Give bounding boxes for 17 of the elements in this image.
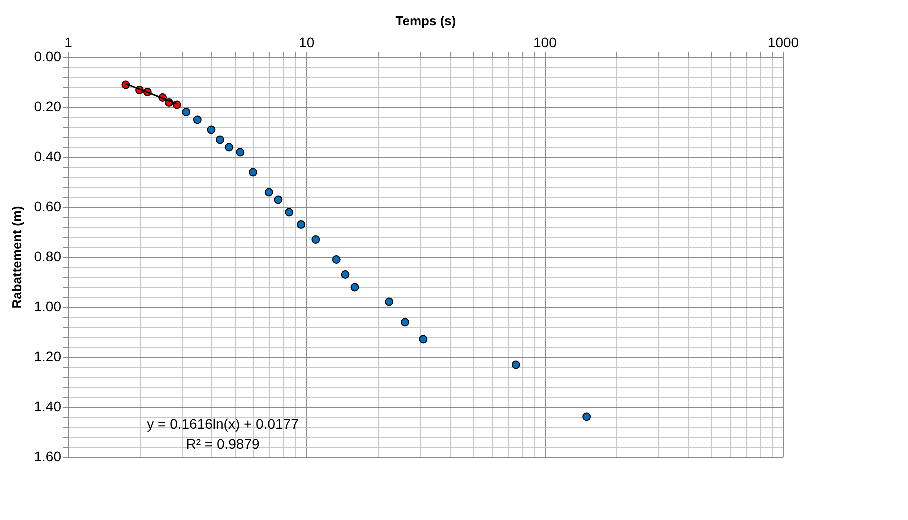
y-tick-label: 1.40 [34,398,62,414]
y-tick-label: 0.60 [34,198,62,214]
x-tick-label: 10 [299,34,315,50]
x-axis-title: Temps (s) [396,14,456,28]
y-tick-label: 0.80 [34,248,62,264]
annotation: R² = 0.9879 [186,436,260,452]
x-tick-label: 100 [533,34,558,50]
x-tick-label: 1 [64,34,73,50]
y-axis-title: Rabattement (m) [9,206,24,309]
y-tick-label: 1.00 [34,298,62,314]
x-tick-label: 1000 [768,34,800,50]
y-tick-label: 0.00 [34,48,62,64]
y-tick-label: 1.20 [34,348,62,364]
y-tick-label: 0.40 [34,148,62,164]
y-tick-label: 1.60 [34,448,62,464]
annotation: y = 0.1616ln(x) + 0.0177 [147,416,300,432]
y-tick-label: 0.20 [34,98,62,114]
